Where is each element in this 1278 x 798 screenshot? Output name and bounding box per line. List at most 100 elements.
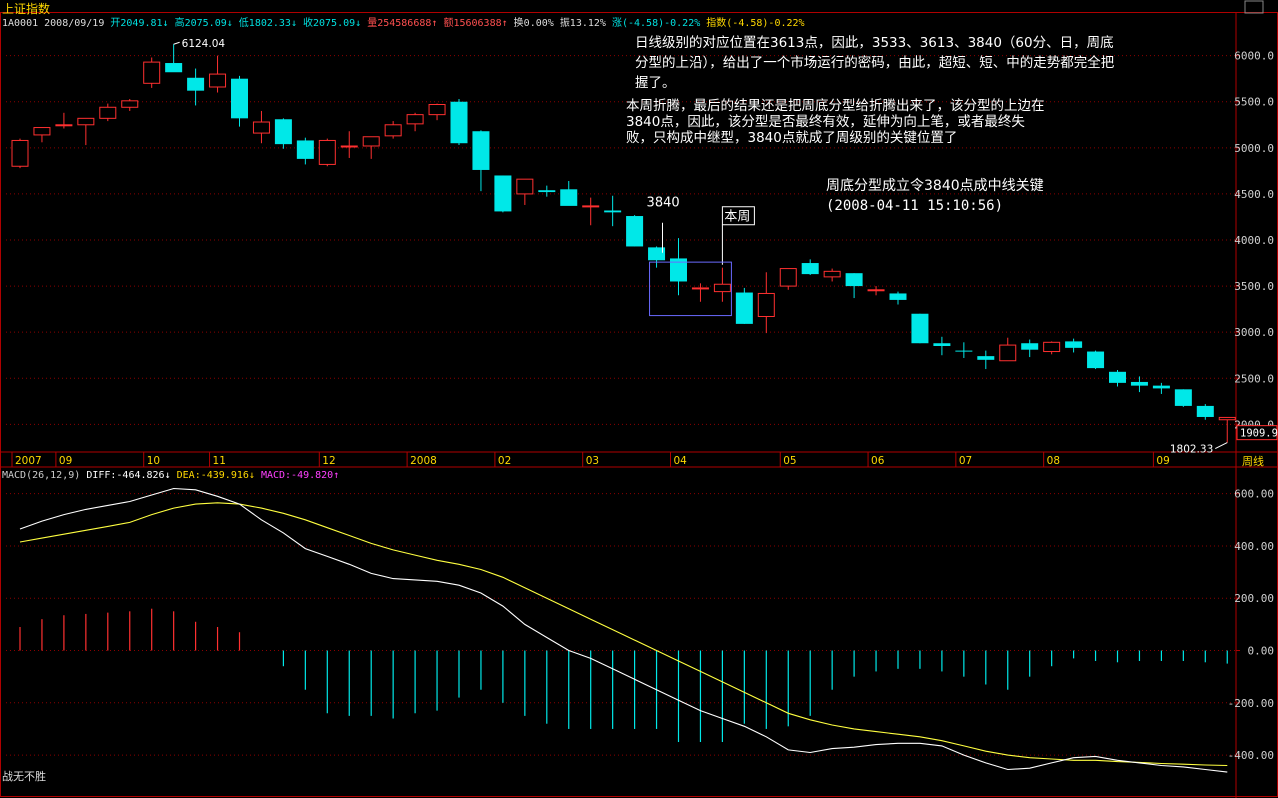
candle-down <box>1065 338 1083 353</box>
last-price-label: 1909.9 <box>1240 428 1278 440</box>
candle-body <box>318 139 336 165</box>
candle-up <box>779 268 797 290</box>
candle-up <box>516 178 534 205</box>
candle-up <box>823 268 841 282</box>
candle-down <box>626 215 644 247</box>
candle-down <box>1109 369 1126 387</box>
candle-up <box>384 121 402 139</box>
candle-body <box>691 287 709 290</box>
candle-down <box>911 313 929 344</box>
candle-up <box>1218 416 1236 443</box>
macd-tick-label: 600.00 <box>1234 488 1274 501</box>
candle-body <box>252 121 270 134</box>
macd-histogram <box>19 608 1228 743</box>
macd-header: MACD(26,12,9) DIFF:-464.826↓ DEA:-439.91… <box>2 470 339 481</box>
high-marker-label: 6124.04 <box>182 38 226 50</box>
candle-body <box>143 61 161 84</box>
candle-down <box>1196 404 1214 420</box>
macd-tick-label: 200.00 <box>1234 592 1274 605</box>
candle-body <box>1130 381 1148 386</box>
candle-body <box>1218 416 1236 421</box>
label-3840: 3840 <box>647 196 680 211</box>
candle-up <box>252 110 270 144</box>
candle-down <box>538 185 556 197</box>
candle-body <box>1087 351 1105 369</box>
candle-down <box>1087 350 1105 370</box>
candle-body <box>933 343 951 346</box>
candle-up <box>999 337 1017 362</box>
candle-down <box>494 175 512 213</box>
candle-up <box>340 131 358 158</box>
macd-tick-label: 400.00 <box>1234 540 1274 553</box>
candle-body <box>1065 341 1083 348</box>
candle-body <box>494 175 512 212</box>
candle-up <box>428 103 446 121</box>
candle-down <box>648 246 666 268</box>
candle-body <box>889 293 907 300</box>
candle-body <box>648 247 666 261</box>
price-axis: 6000.0 5500.0 5000.0 4500.0 4000.0 3500.0 3000… <box>1234 50 1278 441</box>
candle-body <box>428 104 446 116</box>
candle-down <box>296 137 314 165</box>
open-value: 开2049.81↓ <box>110 18 169 29</box>
macd-macd-value: MACD:-49.820↑ <box>260 470 340 481</box>
candle-up <box>77 117 95 146</box>
time-tick-label: 09 <box>1156 455 1169 467</box>
window-button-icon <box>1244 0 1264 14</box>
candle-body <box>560 189 578 206</box>
low-value: 低1802.33↓ <box>238 18 297 29</box>
candle-down <box>1152 382 1170 394</box>
close-value: 收2075.09↓ <box>303 18 362 29</box>
candle-up <box>867 286 885 296</box>
candle-down <box>1130 376 1148 393</box>
candle-body <box>845 273 863 287</box>
price-tick-label: 5000.0 <box>1234 142 1274 155</box>
candle-body <box>1196 405 1214 417</box>
candle-up <box>757 272 775 334</box>
candle-down <box>560 181 578 206</box>
candle-up <box>582 197 600 226</box>
candle-down <box>472 130 490 192</box>
price-tick-label: 3500.0 <box>1234 280 1274 293</box>
candle-body <box>823 270 841 278</box>
macd-lines <box>19 487 1228 773</box>
high-value: 高2075.09↓ <box>174 18 233 29</box>
candle-down <box>889 291 907 305</box>
candle-body <box>11 139 29 167</box>
footer-label: 战无不胜 <box>2 770 46 783</box>
change-value: 涨(-4.58)-0.22% <box>611 18 701 29</box>
time-tick-label: 09 <box>59 455 72 467</box>
candle-body <box>582 205 600 208</box>
candle-body <box>713 283 731 293</box>
candle-body <box>472 131 490 170</box>
candle-body <box>955 350 973 352</box>
candle-up <box>362 136 380 159</box>
candle-up <box>209 55 227 93</box>
price-tick-label: 6000.0 <box>1234 50 1274 63</box>
candle-body <box>450 101 468 144</box>
candle-up <box>318 138 336 167</box>
macd-diff-value: DIFF:-464.826↓ <box>86 470 171 481</box>
candle-body <box>999 344 1017 362</box>
macd-tick-label: -200.00 <box>1228 697 1274 710</box>
time-tick-label: 03 <box>586 455 599 467</box>
candle-up <box>1043 341 1061 355</box>
candle-down <box>274 118 292 149</box>
candle-down <box>845 273 863 299</box>
candle-down <box>231 75 248 127</box>
time-tick-label: 2008 <box>410 455 437 467</box>
candle-down <box>1021 339 1039 358</box>
candle-down <box>165 44 183 73</box>
price-tick-label: 3000.0 <box>1234 326 1274 339</box>
candle-body <box>977 356 995 360</box>
time-tick-label: 08 <box>1047 455 1060 467</box>
candle-up <box>143 57 161 88</box>
candle-body <box>165 63 183 73</box>
volume-value: 量254586688↑ <box>367 18 438 29</box>
diff-line <box>19 487 1228 773</box>
time-tick-label: 10 <box>147 455 160 467</box>
macd-axis: 600.00 400.00 200.00 0.00 -200.00 -400.00 <box>6 488 1274 762</box>
time-axis: 2007 09 10 11 12 2008 02 03 04 05 06 07 08 09 周线 <box>11 452 1264 468</box>
candle-body <box>1174 389 1192 406</box>
